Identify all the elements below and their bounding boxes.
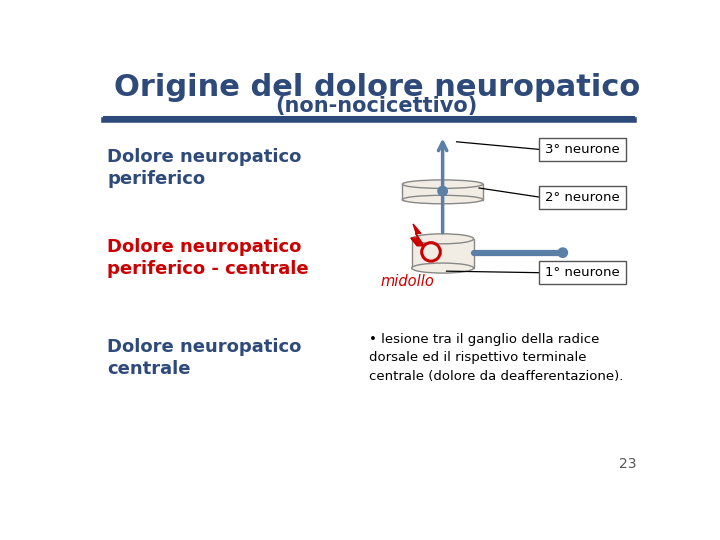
Text: 3° neurone: 3° neurone (545, 143, 619, 156)
Ellipse shape (402, 195, 483, 204)
Bar (402, 184, 483, 200)
Text: (non-nocicettivo): (non-nocicettivo) (276, 96, 478, 116)
Text: midollo: midollo (381, 274, 435, 289)
Text: Origine del dolore neuropatico: Origine del dolore neuropatico (114, 73, 640, 103)
Text: • lesione tra il ganglio della radice
dorsale ed il rispettivo terminale
central: • lesione tra il ganglio della radice do… (369, 333, 624, 383)
Text: 23: 23 (619, 457, 636, 471)
Circle shape (437, 186, 448, 197)
Ellipse shape (412, 234, 474, 244)
Ellipse shape (402, 180, 483, 188)
Polygon shape (411, 224, 424, 246)
FancyBboxPatch shape (539, 138, 626, 161)
Text: 1° neurone: 1° neurone (545, 266, 619, 279)
Text: Dolore neuropatico
periferico: Dolore neuropatico periferico (107, 148, 302, 188)
FancyBboxPatch shape (539, 186, 626, 209)
Circle shape (557, 247, 568, 258)
FancyBboxPatch shape (539, 261, 626, 284)
Bar (412, 239, 474, 268)
Text: Dolore neuropatico
periferico - centrale: Dolore neuropatico periferico - centrale (107, 238, 309, 278)
Text: 2° neurone: 2° neurone (545, 191, 619, 204)
Ellipse shape (412, 263, 474, 273)
Text: Dolore neuropatico
centrale: Dolore neuropatico centrale (107, 338, 302, 379)
